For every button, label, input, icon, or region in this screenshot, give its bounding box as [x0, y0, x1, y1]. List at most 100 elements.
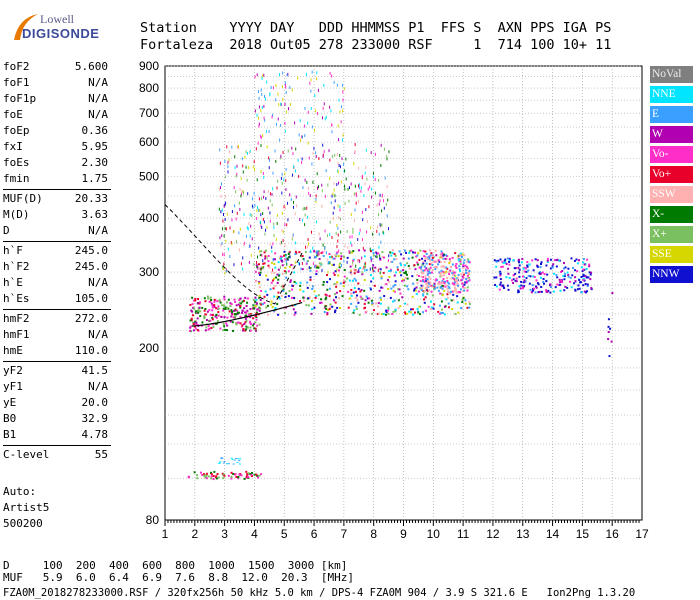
echo-point: [336, 281, 339, 284]
echo-point: [338, 164, 340, 168]
echo-point: [280, 123, 282, 127]
echo-point: [439, 292, 442, 295]
echo-point: [299, 288, 302, 291]
echo-point: [586, 290, 589, 293]
echo-point: [382, 271, 385, 274]
echo-point: [223, 204, 225, 208]
echo-point: [353, 272, 356, 275]
echo-point: [364, 306, 367, 309]
echo-point: [277, 274, 280, 277]
y-tick-label: 800: [139, 81, 159, 95]
echo-point: [418, 313, 421, 316]
echo-point: [501, 284, 504, 287]
echo-point: [193, 471, 196, 474]
echo-point: [391, 249, 394, 252]
echo-point: [219, 236, 221, 240]
param-row: h`Es 105.0: [3, 292, 108, 306]
echo-point: [336, 251, 339, 254]
echo-point: [281, 272, 284, 275]
echo-point: [379, 254, 381, 258]
echo-point: [223, 473, 226, 476]
echo-point: [222, 322, 225, 325]
echo-point: [258, 323, 261, 326]
param-name: foF1p: [3, 92, 37, 105]
echo-point: [423, 269, 426, 272]
echo-point: [259, 250, 261, 254]
echo-point: [429, 266, 432, 269]
echo-point: [569, 280, 572, 283]
echo-point: [413, 264, 416, 267]
echo-point: [347, 306, 350, 309]
echo-point: [213, 298, 216, 301]
echo-point: [437, 263, 440, 266]
echo-point: [225, 227, 227, 231]
echo-point: [216, 320, 219, 323]
echo-point: [229, 226, 231, 230]
echo-point: [221, 304, 224, 307]
echo-point: [528, 282, 531, 285]
echo-point: [323, 306, 326, 309]
echo-point: [193, 307, 196, 310]
echo-point: [442, 254, 445, 257]
echo-point: [451, 282, 454, 285]
echo-point: [217, 311, 220, 314]
echo-point: [436, 282, 439, 285]
echo-point: [371, 249, 374, 252]
echo-point: [402, 269, 405, 272]
echo-point: [578, 287, 581, 290]
param-value: 5.95: [81, 140, 109, 153]
echo-point: [261, 92, 263, 96]
echo-point: [465, 269, 468, 272]
echo-point: [539, 271, 542, 274]
echo-point: [241, 157, 243, 161]
echo-point: [447, 302, 450, 305]
echo-point: [289, 86, 291, 90]
echo-point: [521, 287, 524, 290]
echo-point: [455, 290, 458, 293]
echo-point: [567, 273, 570, 276]
echo-point: [446, 276, 449, 279]
echo-point: [425, 278, 428, 281]
echo-point: [387, 259, 389, 263]
echo-point: [577, 259, 580, 262]
echo-point: [353, 268, 355, 272]
echo-point: [221, 457, 224, 459]
echo-point: [252, 298, 255, 301]
echo-point: [465, 280, 468, 283]
echo-point: [195, 323, 198, 326]
echo-point: [440, 265, 443, 268]
echo-point: [263, 251, 266, 254]
echo-point: [468, 269, 471, 272]
echo-point: [518, 275, 521, 278]
echo-point: [538, 272, 541, 275]
echo-point: [362, 246, 364, 250]
echo-point: [416, 261, 419, 264]
echo-point: [273, 277, 276, 280]
echo-point: [467, 260, 470, 263]
echo-point: [350, 213, 352, 217]
echo-point: [429, 254, 432, 257]
echo-point: [364, 261, 366, 265]
echo-point: [246, 297, 249, 300]
echo-point: [563, 272, 566, 275]
echo-point: [227, 463, 230, 465]
echo-point: [302, 218, 304, 222]
echo-point: [191, 310, 194, 313]
echo-point: [364, 265, 366, 269]
echo-point: [198, 302, 201, 305]
echo-point: [311, 70, 313, 74]
echo-point: [377, 302, 380, 305]
echo-point: [291, 146, 293, 150]
echo-point: [468, 302, 471, 305]
echo-point: [455, 288, 458, 291]
echo-point: [337, 170, 339, 174]
echo-point: [227, 247, 229, 251]
echo-point: [334, 293, 337, 296]
echo-point: [495, 265, 498, 268]
echo-point: [249, 472, 252, 475]
echo-point: [223, 267, 225, 271]
echo-point: [220, 210, 222, 214]
echo-point: [435, 266, 438, 269]
echo-point: [445, 257, 448, 260]
echo-point: [396, 268, 399, 271]
